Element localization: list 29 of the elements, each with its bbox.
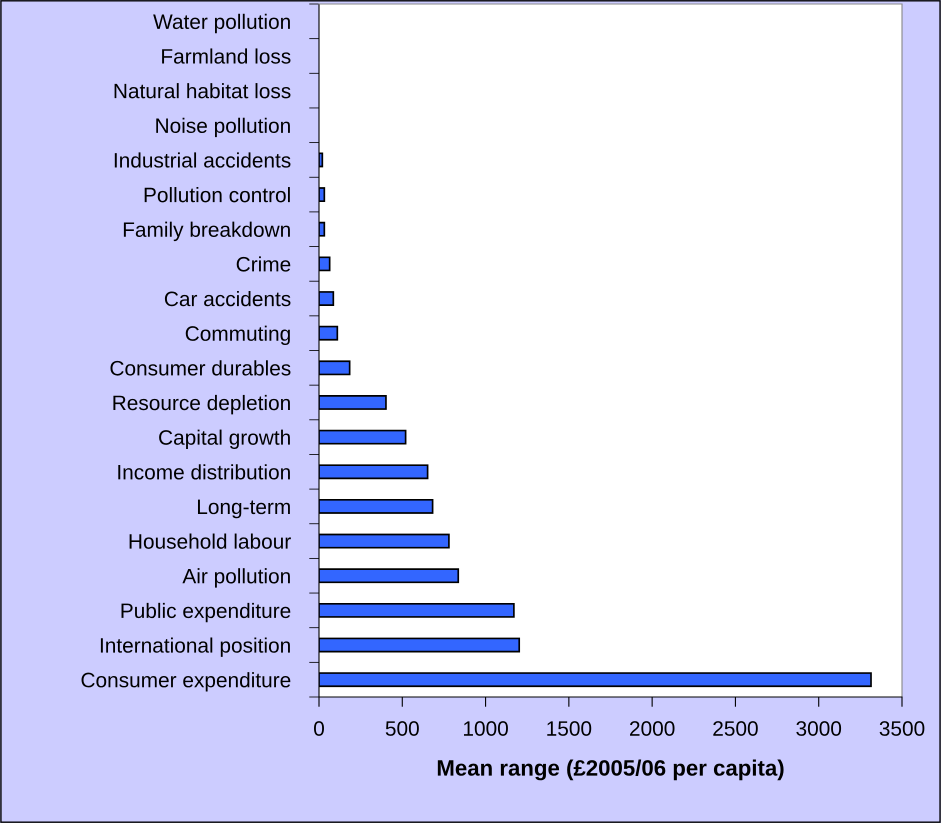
- y-tick-label: Natural habitat loss: [114, 83, 290, 98]
- y-tick-label: Commuting: [186, 326, 290, 346]
- y-tick-label: International position: [100, 637, 290, 657]
- x-tick-label: 500: [386, 721, 419, 736]
- y-tick-label: Family breakdown: [124, 222, 290, 242]
- y-tick-label: Public expenditure: [122, 602, 290, 622]
- y-tick-label: Consumer durables: [110, 360, 290, 376]
- y-tick-label: Consumer expenditure: [82, 672, 290, 692]
- x-tick-label: 3000: [796, 721, 842, 736]
- y-tick-label: Pollution control: [144, 187, 290, 202]
- x-tick-label: 3500: [880, 721, 924, 736]
- y-tick-label: Resource depletion: [113, 394, 290, 414]
- y-tick-label: Farmland loss: [162, 48, 290, 64]
- y-tick-label: Household labour: [130, 534, 291, 549]
- x-tick-label: 2500: [713, 721, 758, 736]
- y-tick-label: Air pollution: [182, 568, 290, 588]
- x-tick-label: 0: [314, 721, 324, 736]
- y-tick-label: Long-term: [198, 500, 290, 518]
- x-tick-label: 2000: [630, 721, 675, 736]
- y-tick-label: Water pollution: [153, 14, 290, 34]
- y-tick-label: Car accidents: [164, 290, 290, 306]
- x-tick-label: 1000: [464, 721, 508, 736]
- x-tick-label: 1500: [547, 721, 592, 736]
- y-tick-label: Noise pollution: [156, 118, 290, 138]
- y-tick-label: Industrial accidents: [114, 152, 290, 168]
- y-tick-label: Capital growth: [159, 430, 290, 449]
- x-axis-title: Mean range (£2005/06 per capita): [438, 759, 784, 780]
- y-tick-label: Crime: [236, 256, 290, 272]
- y-tick-label: Income distribution: [118, 464, 290, 480]
